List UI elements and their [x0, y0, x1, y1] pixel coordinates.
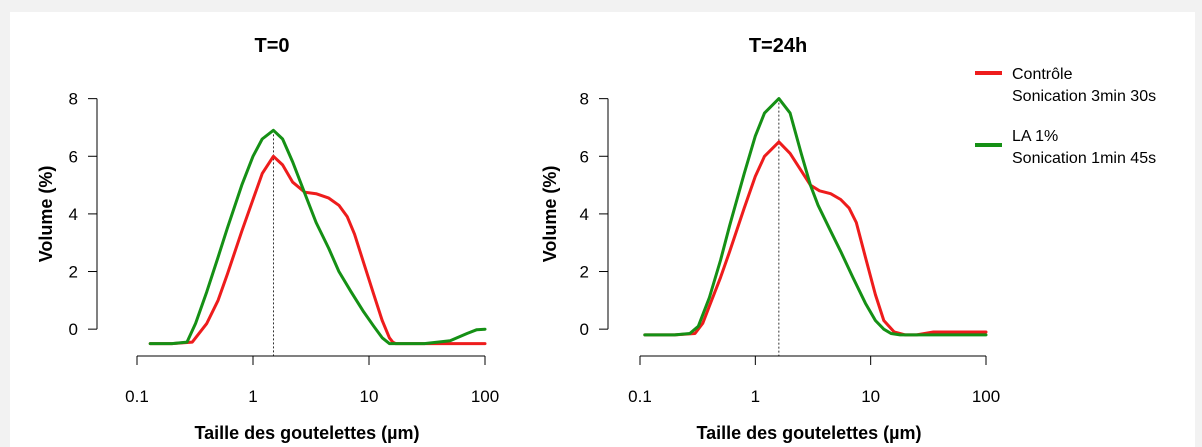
y-tick-label-0-3: 6 [69, 147, 78, 166]
x-tick-label-0-2: 10 [360, 387, 379, 406]
y-axis-title-0: Volume (%) [36, 166, 56, 263]
chart-title-0: T=0 [254, 35, 289, 57]
legend-label-control-line1: Contrôle [1012, 66, 1073, 83]
legend-label-la-line2: Sonication 1min 45s [1012, 150, 1156, 167]
series-line-1-1 [643, 97, 988, 337]
chart-panel-1: T=24h 0.1 1 10 100 Taille des goutelettes (µm… [540, 35, 1000, 443]
figure-panel [10, 12, 1195, 447]
y-tick-label-1-1: 2 [580, 263, 589, 282]
y-tick-label-0-2: 4 [69, 205, 78, 224]
y-tick-label-0-1: 2 [69, 263, 78, 282]
y-tick-label-1-3: 6 [580, 147, 589, 166]
y-tick-label-1-4: 8 [580, 90, 589, 109]
series-line-0-1 [148, 128, 487, 346]
x-tick-label-0-1: 1 [248, 387, 257, 406]
x-tick-label-1-3: 100 [972, 387, 1000, 406]
legend: Contrôle Sonication 3min 30s LA 1% Sonic… [975, 66, 1156, 167]
x-tick-label-0-0: 0.1 [125, 387, 149, 406]
y-axis-title-1: Volume (%) [540, 166, 560, 263]
x-axis-title-1: Taille des goutelettes (µm) [696, 423, 921, 443]
x-tick-label-1-2: 10 [861, 387, 880, 406]
y-tick-label-1-2: 4 [580, 205, 589, 224]
x-tick-label-1-1: 1 [751, 387, 760, 406]
y-tick-label-1-0: 0 [580, 320, 589, 339]
y-tick-label-0-4: 8 [69, 90, 78, 109]
chart-title-1: T=24h [749, 35, 807, 57]
y-tick-label-0-0: 0 [69, 320, 78, 339]
x-axis-title-0: Taille des goutelettes (µm) [194, 423, 419, 443]
x-tick-label-1-0: 0.1 [628, 387, 652, 406]
x-tick-label-0-3: 100 [471, 387, 499, 406]
chart-panel-0: T=0 0.1 1 10 100 Taille des goutelettes (µm) 0… [36, 35, 499, 443]
legend-label-la-line1: LA 1% [1012, 128, 1058, 145]
legend-label-control-line2: Sonication 3min 30s [1012, 88, 1156, 105]
